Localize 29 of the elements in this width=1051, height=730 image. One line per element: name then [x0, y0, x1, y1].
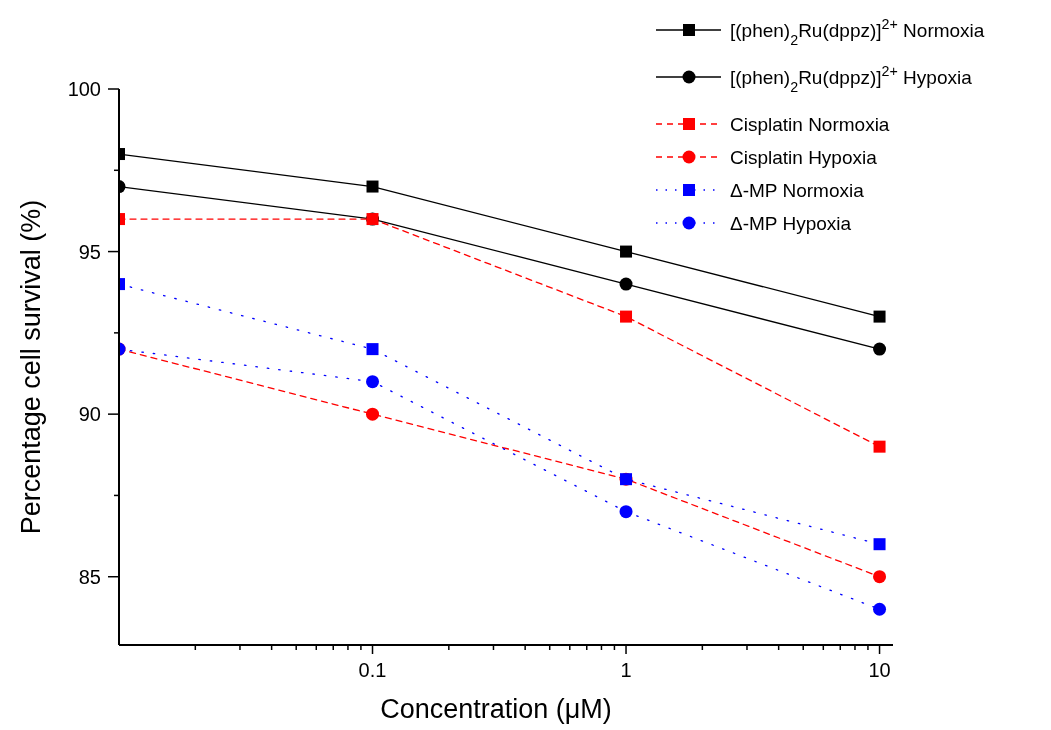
legend-label: Cisplatin Hypoxia	[730, 147, 878, 168]
point	[366, 407, 380, 421]
point	[620, 310, 633, 323]
x-tick-label: 0.1	[358, 659, 387, 681]
point	[873, 570, 887, 584]
point	[873, 538, 886, 551]
x-tick-label: 1	[620, 659, 632, 681]
legend-label: [(phen)$_{2}$Ru(dppz)]$^{2+}$ Hypoxia	[730, 63, 973, 95]
x-axis-title: Concentration (μM)	[380, 694, 612, 724]
point	[873, 310, 886, 323]
y-axis-title: Percentage cell survival (%)	[16, 199, 46, 535]
point	[873, 342, 887, 356]
point	[366, 343, 379, 356]
legend-label: [(phen)$_{2}$Ru(dppz)]$^{2+}$ Normoxia	[730, 16, 985, 48]
point	[619, 505, 633, 519]
y-tick-label: 100	[67, 78, 101, 100]
y-tick-label: 95	[78, 240, 101, 263]
y-tick-label: 85	[78, 565, 101, 588]
point	[620, 245, 633, 258]
point	[619, 277, 633, 291]
point	[873, 440, 886, 453]
legend-label: Δ-MP Hypoxia	[730, 213, 852, 234]
point	[873, 602, 887, 616]
legend-label: Δ-MP Normoxia	[730, 180, 865, 201]
x-tick-label: 10	[868, 659, 891, 681]
point	[366, 375, 380, 389]
legend-label: Cisplatin Normoxia	[730, 114, 890, 135]
y-tick-label: 90	[78, 403, 101, 426]
point	[366, 180, 379, 193]
